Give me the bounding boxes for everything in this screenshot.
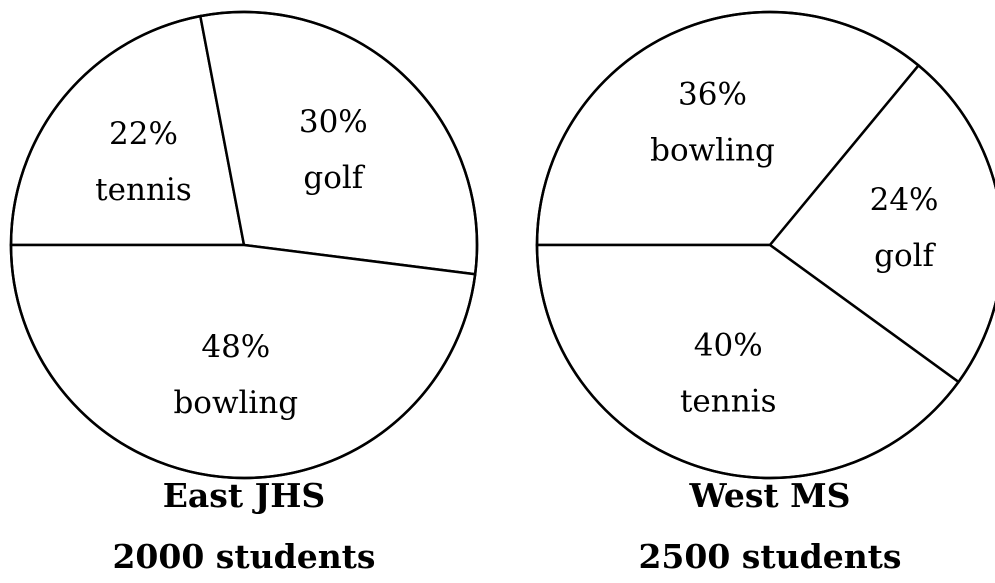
east-jhs-slice-golf-percent: 30% [299, 104, 368, 140]
east-jhs-slice-golf-label: golf [303, 160, 365, 196]
east-jhs-slice-bowling-percent: 48% [201, 329, 270, 365]
east-jhs-slice-tennis-percent: 22% [109, 116, 178, 152]
west-ms-pie-outline [535, 10, 995, 480]
west-ms-chart-title: West MS [688, 476, 850, 515]
west-ms-slice-golf-percent: 24% [870, 182, 939, 218]
east-jhs-pie-chart: 22% tennis 30% golf 48% bowling East JHS 2000 s… [9, 10, 479, 576]
west-ms-slice-golf-label: golf [874, 238, 936, 274]
west-ms-chart-subtitle: 2500 students [638, 537, 901, 576]
west-ms-pie-chart: 36% bowling 24% golf 40% tennis West MS 2500 st… [535, 10, 995, 576]
west-ms-slice-bowling-percent: 36% [678, 77, 747, 113]
east-jhs-slice-bowling-label: bowling [173, 385, 298, 421]
east-jhs-chart-subtitle: 2000 students [112, 537, 375, 576]
east-jhs-pie-outline [9, 10, 479, 480]
west-ms-slice-tennis-percent: 40% [694, 328, 763, 364]
east-jhs-chart-title: East JHS [163, 476, 325, 515]
west-ms-slice-tennis-label: tennis [680, 384, 777, 420]
east-jhs-slice-tennis-label: tennis [95, 172, 192, 208]
west-ms-slice-bowling-label: bowling [650, 133, 775, 169]
east-jhs-slice-golf [198, 10, 479, 276]
